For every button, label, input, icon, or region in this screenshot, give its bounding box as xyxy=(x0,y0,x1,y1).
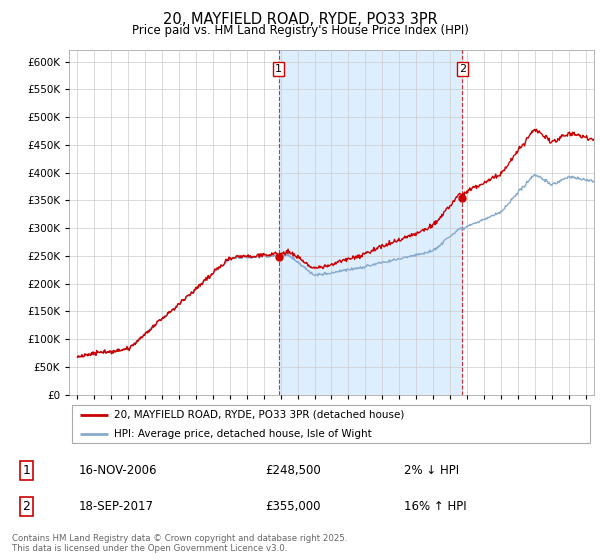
Text: HPI: Average price, detached house, Isle of Wight: HPI: Average price, detached house, Isle… xyxy=(113,429,371,439)
Text: 20, MAYFIELD ROAD, RYDE, PO33 3PR (detached house): 20, MAYFIELD ROAD, RYDE, PO33 3PR (detac… xyxy=(113,409,404,419)
Text: 16-NOV-2006: 16-NOV-2006 xyxy=(78,464,157,477)
Bar xyxy=(278,50,462,395)
Text: 1: 1 xyxy=(275,64,282,74)
Text: Price paid vs. HM Land Registry's House Price Index (HPI): Price paid vs. HM Land Registry's House … xyxy=(131,24,469,37)
Text: 2: 2 xyxy=(458,64,466,74)
FancyBboxPatch shape xyxy=(71,405,590,443)
Text: 2: 2 xyxy=(22,500,31,513)
Text: 20, MAYFIELD ROAD, RYDE, PO33 3PR: 20, MAYFIELD ROAD, RYDE, PO33 3PR xyxy=(163,12,437,27)
Text: 16% ↑ HPI: 16% ↑ HPI xyxy=(404,500,466,513)
Text: 1: 1 xyxy=(22,464,31,477)
Text: 18-SEP-2017: 18-SEP-2017 xyxy=(78,500,153,513)
Text: Contains HM Land Registry data © Crown copyright and database right 2025.
This d: Contains HM Land Registry data © Crown c… xyxy=(12,534,347,553)
Text: £355,000: £355,000 xyxy=(265,500,321,513)
Text: 2% ↓ HPI: 2% ↓ HPI xyxy=(404,464,459,477)
Text: £248,500: £248,500 xyxy=(265,464,321,477)
